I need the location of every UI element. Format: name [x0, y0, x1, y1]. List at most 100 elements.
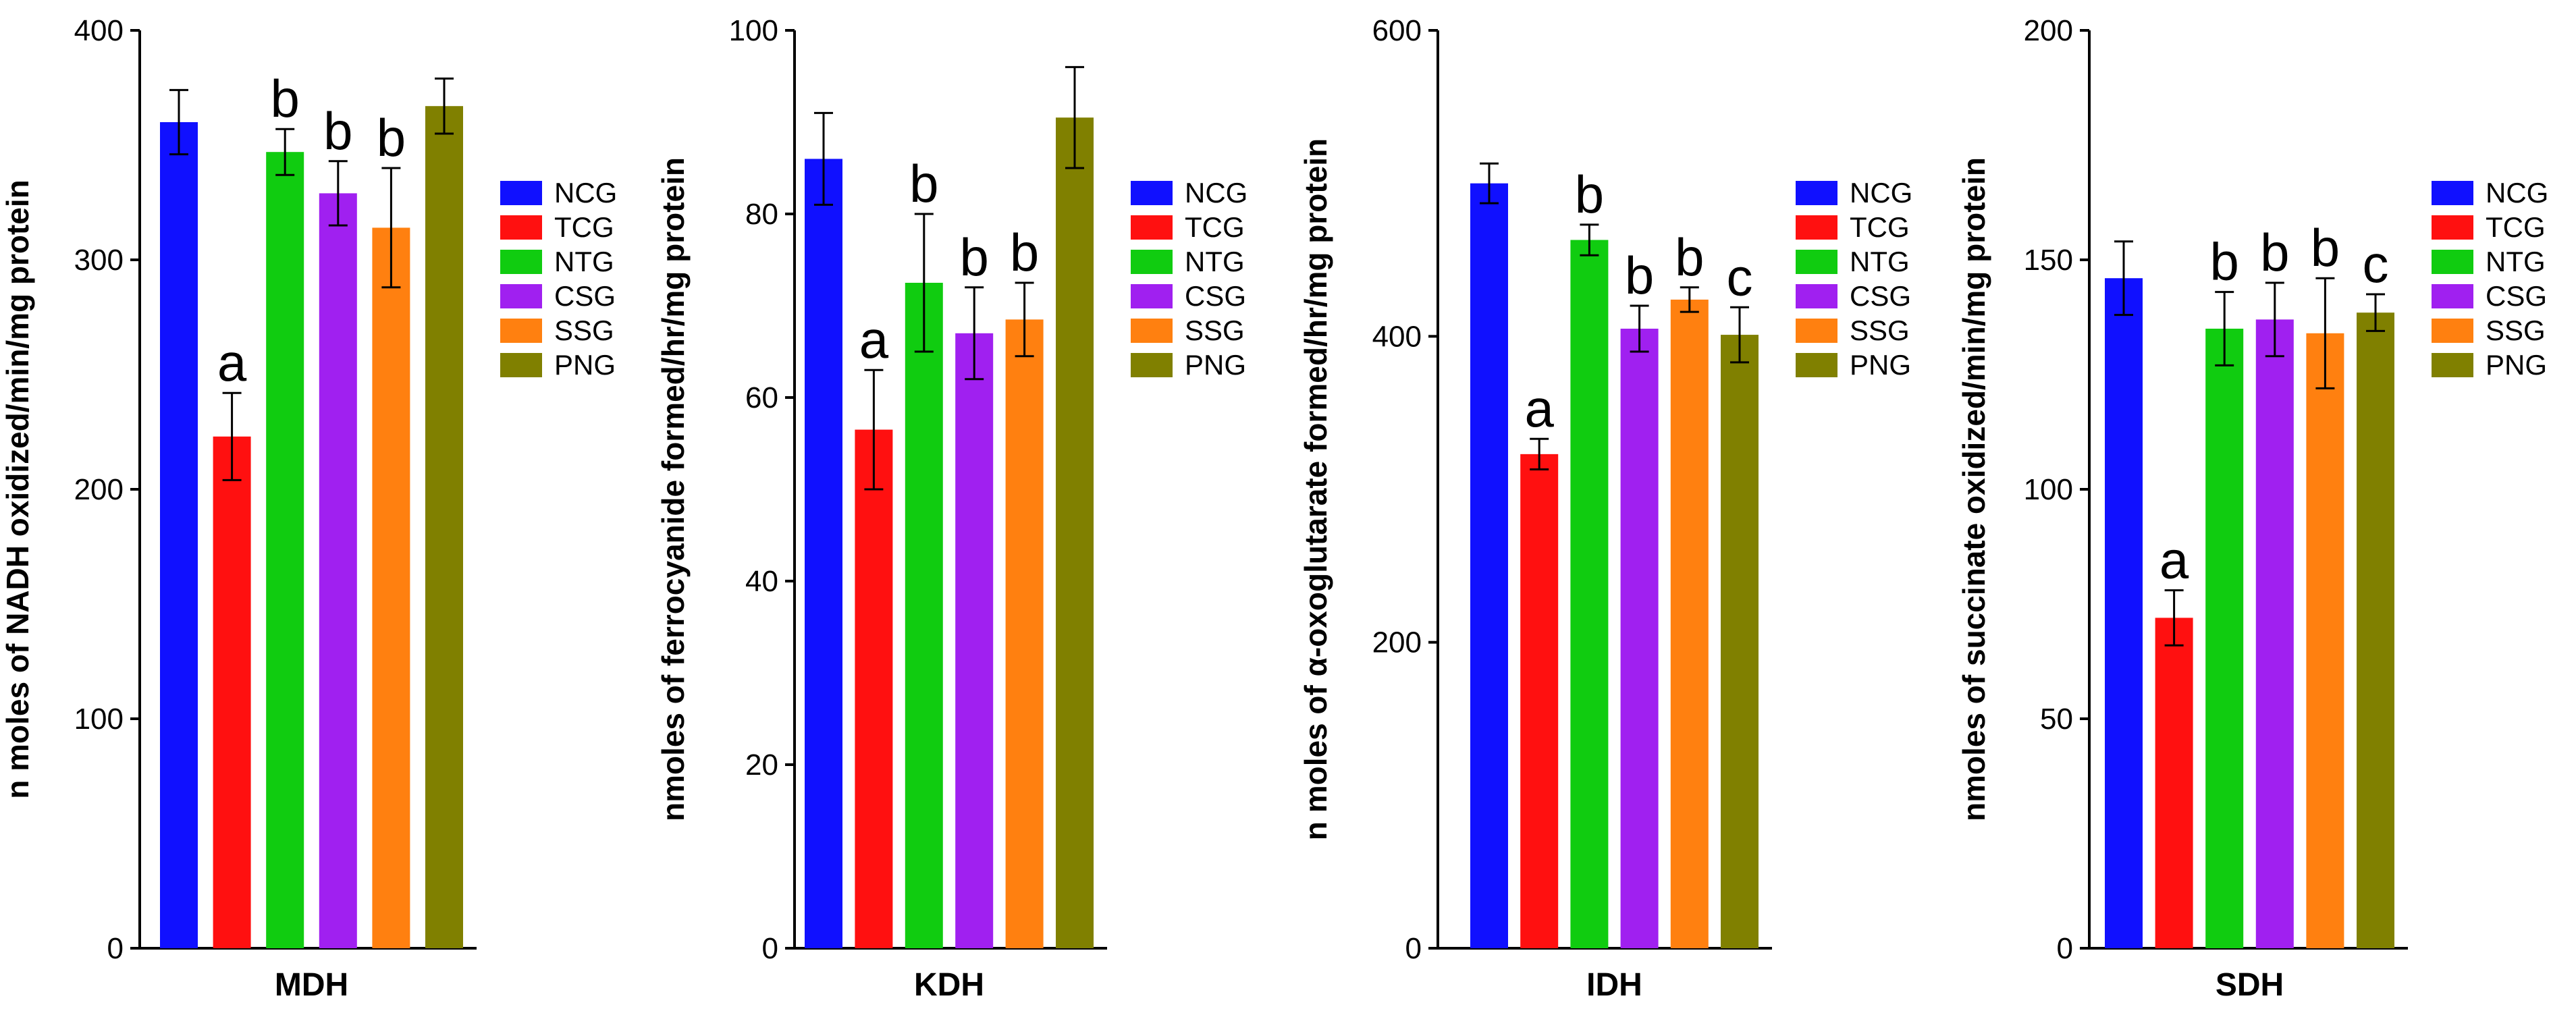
legend-label-ssg: SSG	[554, 315, 614, 346]
legend-swatch-ssg	[1796, 319, 1837, 343]
significance-label: b	[271, 69, 300, 128]
significance-label: b	[1675, 227, 1704, 287]
y-tick-label: 150	[2024, 244, 2073, 277]
y-tick-label: 400	[1372, 320, 1422, 353]
x-axis-label: MDH	[275, 967, 348, 1003]
significance-label: a	[1525, 379, 1555, 438]
chart-panel-kdh: 0 20 40 60 80 100 nmoles of ferrocyanide forme…	[655, 14, 1247, 1003]
y-tick-label: 200	[74, 473, 124, 506]
y-tick-label: 80	[745, 198, 778, 231]
significance-label: c	[1727, 247, 1753, 306]
legend-label-ncg: NCG	[2486, 177, 2548, 209]
bar-ssg	[1005, 319, 1044, 948]
legend-label-ntg: NTG	[554, 246, 614, 277]
y-tick-label: 600	[1372, 14, 1422, 47]
y-axis-label: n moles of NADH oxidized/min/mg protein	[0, 180, 35, 798]
legend-label-ncg: NCG	[1850, 177, 1912, 209]
legend-swatch-ncg	[500, 181, 542, 205]
y-tick-label: 100	[74, 703, 124, 736]
y-axis-label: n moles of α-oxoglutarate formed/hr/mg p…	[1298, 138, 1333, 840]
bar-tcg	[213, 436, 251, 948]
legend-swatch-csg	[1131, 284, 1173, 308]
legend-swatch-tcg	[1796, 215, 1837, 240]
legend-label-csg: CSG	[1185, 280, 1246, 312]
y-tick-label: 60	[745, 381, 778, 414]
significance-label: c	[2363, 234, 2389, 294]
bar-tcg	[2155, 618, 2193, 948]
y-tick-label: 40	[745, 565, 778, 598]
legend-swatch-ntg	[500, 250, 542, 274]
significance-label: b	[2260, 223, 2289, 282]
legend-label-png: PNG	[2486, 349, 2547, 381]
significance-label: b	[377, 108, 406, 167]
legend-swatch-ssg	[500, 319, 542, 343]
legend-label-tcg: TCG	[2486, 211, 2546, 243]
y-axis-label: nmoles of ferrocyanide formed/hr/mg prot…	[655, 157, 691, 821]
legend-swatch-csg	[2432, 284, 2473, 308]
legend-label-ncg: NCG	[554, 177, 617, 209]
bar-tcg	[1520, 454, 1559, 948]
bar-ssg	[2306, 333, 2344, 948]
legend-swatch-csg	[500, 284, 542, 308]
bar-ssg	[372, 227, 410, 948]
bar-ncg	[2105, 278, 2143, 948]
chart-panel-idh: 0 200 400 600 n moles of α-oxoglutarate form…	[1298, 14, 1912, 1003]
legend-label-ssg: SSG	[2486, 315, 2546, 346]
bar-ntg	[1570, 240, 1609, 948]
y-tick-label: 50	[2040, 703, 2073, 736]
bar-ntg	[2205, 329, 2244, 948]
legend-label-csg: CSG	[554, 280, 616, 312]
legend-swatch-tcg	[500, 215, 542, 240]
significance-label: b	[1575, 165, 1604, 224]
legend-swatch-tcg	[2432, 215, 2473, 240]
bar-ncg	[805, 159, 842, 948]
bar-png	[2357, 312, 2394, 948]
significance-label: b	[323, 101, 352, 161]
bar-png	[1056, 117, 1094, 949]
legend-label-csg: CSG	[2486, 280, 2547, 312]
x-axis-label: KDH	[914, 967, 984, 1003]
significance-label: a	[217, 333, 247, 392]
bar-png	[425, 106, 463, 949]
legend-label-ssg: SSG	[1850, 315, 1910, 346]
significance-label: b	[1625, 246, 1654, 305]
legend-swatch-png	[2432, 353, 2473, 377]
bar-csg	[319, 193, 357, 948]
legend-swatch-ncg	[2432, 181, 2473, 205]
legend-swatch-tcg	[1131, 215, 1173, 240]
y-tick-label: 400	[74, 14, 124, 47]
significance-label: b	[960, 227, 989, 287]
legend-label-ncg: NCG	[1185, 177, 1247, 209]
legend-swatch-ntg	[1796, 250, 1837, 274]
bar-ntg	[905, 283, 943, 948]
legend-label-tcg: TCG	[1850, 211, 1910, 243]
legend-swatch-png	[1131, 353, 1173, 377]
y-tick-label: 20	[745, 748, 778, 782]
legend-swatch-png	[1796, 353, 1837, 377]
y-tick-label: 100	[2024, 473, 2073, 506]
x-axis-label: IDH	[1586, 967, 1642, 1003]
bar-ntg	[266, 152, 304, 949]
significance-label: b	[2311, 218, 2340, 277]
significance-label: b	[909, 154, 938, 213]
legend-label-png: PNG	[1185, 349, 1246, 381]
y-tick-label: 0	[762, 932, 778, 965]
bar-png	[1721, 335, 1759, 949]
legend-swatch-ssg	[1131, 319, 1173, 343]
y-tick-label: 0	[1405, 932, 1422, 965]
y-tick-label: 200	[2024, 14, 2073, 47]
legend-swatch-ntg	[2432, 250, 2473, 274]
y-tick-label: 300	[74, 244, 124, 277]
y-tick-label: 0	[107, 932, 124, 965]
bar-ncg	[160, 122, 198, 948]
chart-panel-sdh: 0 50 100 150 200 nmoles of succinate oxidized…	[1956, 14, 2548, 1003]
legend-swatch-ncg	[1796, 181, 1837, 205]
bar-ssg	[1670, 299, 1709, 948]
legend-label-tcg: TCG	[1185, 211, 1245, 243]
legend-swatch-png	[500, 353, 542, 377]
y-tick-label: 0	[2057, 932, 2073, 965]
significance-label: b	[1010, 223, 1039, 282]
legend-swatch-ntg	[1131, 250, 1173, 274]
legend-label-png: PNG	[554, 349, 616, 381]
